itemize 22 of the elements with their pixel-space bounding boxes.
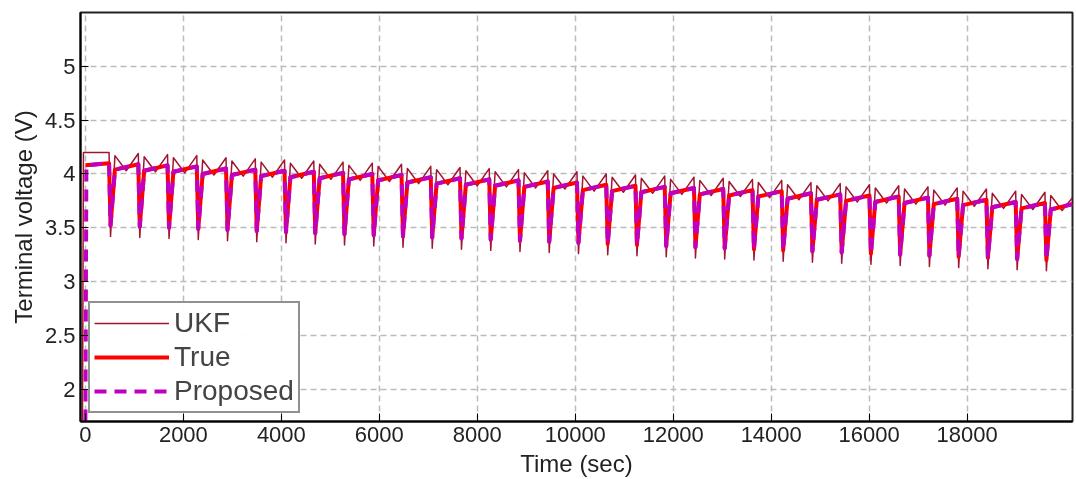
x-tick-label: 4000 (256, 421, 306, 447)
y-tick-label: 5 (63, 53, 76, 79)
legend-label: UKF (174, 307, 230, 339)
y-tick-label: 4 (63, 161, 76, 187)
y-tick-label: 2 (63, 376, 76, 402)
y-tick-label: 2.5 (44, 322, 76, 348)
x-tick-label: 12000 (642, 421, 704, 447)
x-tick-label: 16000 (838, 421, 900, 447)
y-tick-label: 3 (63, 269, 76, 295)
x-tick-label: 14000 (740, 421, 802, 447)
y-tick-label: 3.5 (44, 215, 76, 241)
x-tick-label: 2000 (158, 421, 208, 447)
x-tick-label: 10000 (544, 421, 606, 447)
x-axis-title: Time (sec) (520, 449, 633, 477)
y-axis-title: Terminal voltage (V) (9, 110, 37, 324)
legend-label: True (174, 341, 231, 373)
x-tick-label: 6000 (354, 421, 404, 447)
x-tick-label: 18000 (936, 421, 998, 447)
legend-label: Proposed (174, 375, 294, 407)
x-tick-label: 8000 (452, 421, 502, 447)
x-tick-label: 0 (79, 421, 92, 447)
y-tick-label: 4.5 (44, 107, 76, 133)
